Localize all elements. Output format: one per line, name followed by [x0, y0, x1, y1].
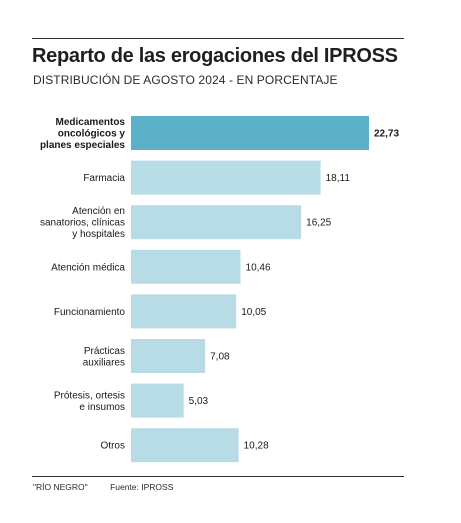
category-label-3: Atención en sanatorios, clínicas y hospita…: [40, 206, 125, 240]
value-label-3: 16,25: [306, 218, 331, 229]
footer-credit: "RÍO NEGRO": [33, 482, 88, 492]
bar-6: [131, 339, 206, 373]
bar-1: [131, 116, 369, 150]
chart-title: Reparto de las erogaciones del IPROSS: [32, 45, 398, 67]
value-label-6: 7,08: [210, 352, 230, 363]
top-divider: [32, 38, 404, 39]
value-label-5: 10,05: [241, 307, 266, 318]
category-label-7: Prótesis, ortesis e insumos: [54, 390, 125, 413]
category-label-8: Otros: [101, 441, 125, 452]
chart-subtitle: DISTRIBUCIÓN DE AGOSTO 2024 - EN PORCENT…: [33, 73, 338, 87]
footer: "RÍO NEGRO" Fuente: IPROSS: [33, 482, 193, 492]
bottom-divider: [32, 476, 404, 477]
bar-2: [131, 160, 321, 195]
category-label-1: Medicamentos oncológicos y planes especial…: [40, 117, 125, 151]
value-label-7: 5,03: [189, 396, 209, 407]
value-label-2: 18,11: [326, 173, 351, 184]
value-label-1: 22,73: [374, 129, 399, 140]
bar-3: [131, 205, 302, 240]
category-label-2: Farmacia: [83, 173, 125, 184]
bar-4: [131, 249, 241, 284]
bar-7: [131, 383, 184, 418]
value-label-4: 10,46: [246, 262, 271, 273]
footer-source: Fuente: IPROSS: [110, 482, 174, 492]
bar-8: [131, 428, 239, 463]
value-label-8: 10,28: [244, 441, 269, 452]
bar-5: [131, 294, 237, 329]
category-label-5: Funcionamiento: [54, 307, 126, 318]
category-label-6: Prácticas auxiliares: [83, 346, 125, 369]
category-label-4: Atención médica: [51, 262, 125, 273]
